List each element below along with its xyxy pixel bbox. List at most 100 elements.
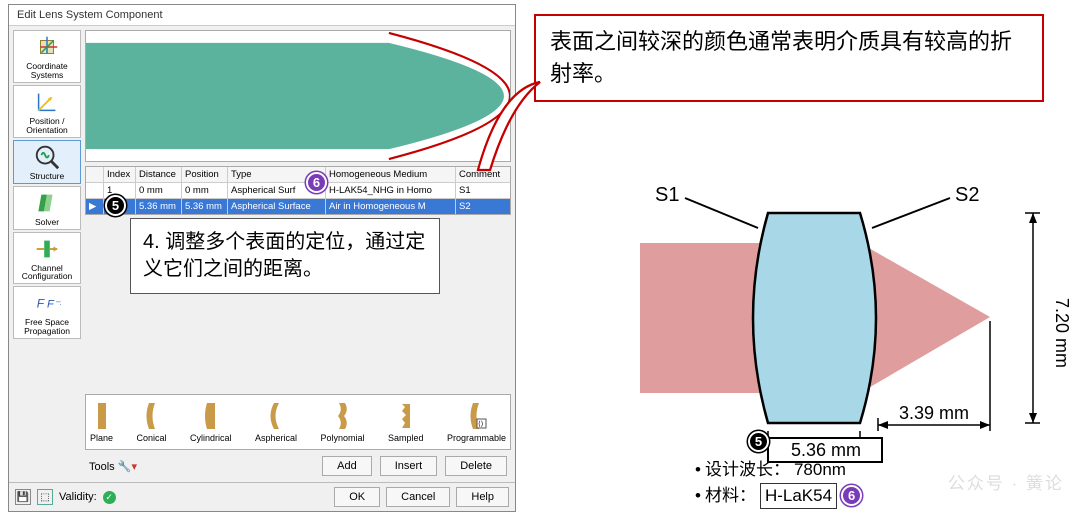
cell-medium[interactable]: H-LAK54_NHG in Homo <box>326 183 456 198</box>
shape-label: Sampled <box>388 433 424 443</box>
svg-text:F: F <box>37 297 45 311</box>
badge-6-table: 6 <box>306 172 327 193</box>
badge-5-diagram: 5 <box>748 431 769 452</box>
sidebar-label: Free Space Propagation <box>15 318 79 336</box>
tools-row: Tools 🔧▾ Add Insert Delete <box>85 454 511 478</box>
delete-button[interactable]: Delete <box>445 456 507 476</box>
cancel-button[interactable]: Cancel <box>386 487 450 507</box>
table-row[interactable]: ▶ 2 5.36 mm 5.36 mm Aspherical Surface A… <box>86 199 510 214</box>
sidebar-item-coordinate-systems[interactable]: Coordinate Systems <box>13 30 81 83</box>
save-icon[interactable]: 💾 <box>15 489 31 505</box>
th-index: Index <box>104 167 136 182</box>
axes-icon <box>33 33 61 61</box>
shape-polynomial[interactable]: Polynomial <box>320 401 364 443</box>
tools-text: Tools <box>89 461 115 473</box>
polynomial-icon <box>331 401 353 431</box>
sidebar-item-position-orientation[interactable]: Position / Orientation <box>13 85 81 138</box>
conical-icon <box>141 401 163 431</box>
material-label: 材料： <box>705 484 756 509</box>
table-row[interactable]: 1 0 mm 0 mm Aspherical Surf H-LAK54_NHG … <box>86 183 510 199</box>
row-arrow: ▶ <box>86 199 104 214</box>
shape-plane[interactable]: Plane <box>90 401 113 443</box>
shape-sampled[interactable]: Sampled <box>388 401 424 443</box>
bullet-icon: • <box>695 484 701 509</box>
table-header-row: Index Distance Position Type Homogeneous… <box>86 167 510 183</box>
dialog-title: Edit Lens System Component <box>9 5 515 26</box>
svg-text:3.39 mm: 3.39 mm <box>899 403 969 423</box>
bottom-bar: 💾 ⬚ Validity: ✓ OK Cancel Help <box>9 482 515 511</box>
solver-icon <box>33 189 61 217</box>
shape-label: Cylindrical <box>190 433 232 443</box>
plane-icon <box>91 401 113 431</box>
label-s1: S1 <box>655 184 679 206</box>
tip-callout: 表面之间较深的颜色通常表明介质具有较高的折射率。 <box>534 14 1044 102</box>
wavelength-value: 780nm <box>794 458 846 483</box>
shape-cylindrical[interactable]: Cylindrical <box>190 401 232 443</box>
wavelength-label: 设计波长： <box>705 458 790 483</box>
surface-table[interactable]: Index Distance Position Type Homogeneous… <box>85 166 511 215</box>
th-distance: Distance <box>136 167 182 182</box>
vector-icon <box>33 88 61 116</box>
label-s2: S2 <box>955 184 979 206</box>
shape-conical[interactable]: Conical <box>137 401 167 443</box>
cell-position[interactable]: 5.36 mm <box>182 199 228 214</box>
insert-button[interactable]: Insert <box>380 456 438 476</box>
th-comment: Comment <box>456 167 510 182</box>
cell-type[interactable]: Aspherical Surface <box>228 199 326 214</box>
info-wavelength: • 设计波长： 780nm <box>695 458 862 483</box>
ok-button[interactable]: OK <box>334 487 380 507</box>
shape-label: Conical <box>137 433 167 443</box>
shape-label: Plane <box>90 433 113 443</box>
bullet-icon: • <box>695 458 701 483</box>
cell-comment[interactable]: S1 <box>456 183 510 198</box>
shape-programmable[interactable]: ⟨⟩ Programmable <box>447 401 506 443</box>
svg-text:⟨⟩: ⟨⟩ <box>478 420 484 428</box>
sidebar-item-channel-configuration[interactable]: Channel Configuration <box>13 232 81 285</box>
programmable-icon: ⟨⟩ <box>465 401 487 431</box>
cube-icon[interactable]: ⬚ <box>37 489 53 505</box>
sidebar-item-structure[interactable]: Structure <box>13 140 81 184</box>
shape-aspherical[interactable]: Aspherical <box>255 401 297 443</box>
svg-text:7.20 mm: 7.20 mm <box>1052 298 1070 368</box>
diagram-info: • 设计波长： 780nm • 材料： H-LaK54 6 <box>695 458 862 509</box>
validity-ok-icon: ✓ <box>103 491 116 504</box>
badge-5-table: 5 <box>105 195 126 216</box>
shape-label: Programmable <box>447 433 506 443</box>
magnifier-icon <box>33 143 61 171</box>
th-position: Position <box>182 167 228 182</box>
info-material: • 材料： H-LaK54 6 <box>695 483 862 510</box>
add-button[interactable]: Add <box>322 456 372 476</box>
cell-distance[interactable]: 5.36 mm <box>136 199 182 214</box>
sidebar-label: Channel Configuration <box>15 264 79 282</box>
sidebar-label: Solver <box>35 218 59 227</box>
aspherical-icon <box>265 401 287 431</box>
help-button[interactable]: Help <box>456 487 509 507</box>
svg-text:F⁻¹: F⁻¹ <box>47 299 61 311</box>
sidebar-label: Position / Orientation <box>15 117 79 135</box>
sidebar-item-free-space-propagation[interactable]: FF⁻¹ Free Space Propagation <box>13 286 81 339</box>
sidebar-label: Coordinate Systems <box>15 62 79 80</box>
material-value: H-LaK54 <box>760 483 837 510</box>
sidebar-label: Structure <box>30 172 65 181</box>
shape-label: Polynomial <box>320 433 364 443</box>
cell-position[interactable]: 0 mm <box>182 183 228 198</box>
tools-dropdown-icon: 🔧▾ <box>118 461 137 473</box>
sampled-icon <box>395 401 417 431</box>
badge-6-material: 6 <box>841 485 862 506</box>
shape-label: Aspherical <box>255 433 297 443</box>
row-arrow <box>86 183 104 198</box>
propagation-icon: FF⁻¹ <box>33 289 61 317</box>
lens-preview <box>85 30 511 162</box>
tools-label[interactable]: Tools 🔧▾ <box>89 460 137 473</box>
channel-icon <box>33 235 61 263</box>
th-medium: Homogeneous Medium <box>326 167 456 182</box>
cell-medium[interactable]: Air in Homogeneous M <box>326 199 456 214</box>
cylindrical-icon <box>200 401 222 431</box>
shape-palette: Plane Conical Cylindrical Aspherical Pol… <box>85 394 511 450</box>
svg-text:5.36 mm: 5.36 mm <box>791 440 861 460</box>
th-blank <box>86 167 104 182</box>
cell-comment[interactable]: S2 <box>456 199 510 214</box>
instruction-callout: 4. 调整多个表面的定位，通过定义它们之间的距离。 <box>130 218 440 294</box>
sidebar-item-solver[interactable]: Solver <box>13 186 81 230</box>
cell-distance[interactable]: 0 mm <box>136 183 182 198</box>
